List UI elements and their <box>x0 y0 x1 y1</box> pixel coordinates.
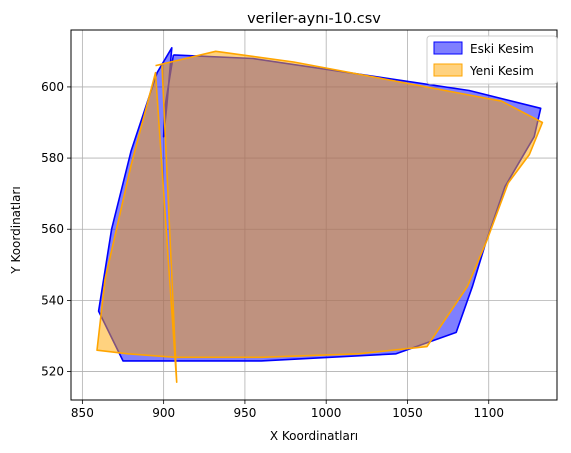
x-tick-label: 850 <box>71 406 94 420</box>
y-tick-label: 560 <box>41 222 64 236</box>
legend-swatch-yeni-kesim <box>433 63 463 77</box>
chart-title: veriler-aynı-10.csv <box>247 11 381 27</box>
x-tick-label: 1050 <box>392 406 423 420</box>
x-tick-label: 950 <box>233 406 256 420</box>
y-axis-label: Y Koordinatları <box>9 186 23 274</box>
x-tick-label: 1000 <box>311 406 342 420</box>
y-tick-label: 520 <box>41 365 64 379</box>
x-tick-label: 1100 <box>473 406 504 420</box>
plot-frame <box>70 29 558 401</box>
series-fill-yeni-kesim <box>97 51 543 383</box>
x-axis-label: X Koordinatları <box>270 429 358 443</box>
series-outline-yeni-kesim <box>96 50 544 384</box>
y-tick-label: 580 <box>41 151 64 165</box>
legend-swatch-eski-kesim <box>433 41 463 55</box>
x-tick-label: 900 <box>152 406 175 420</box>
legend-label-yeni-kesim: Yeni Kesim <box>469 64 534 78</box>
legend-label-eski-kesim: Eski Kesim <box>470 42 534 56</box>
axis-ticks: 850 900 950 1000 1050 1100 520 540 560 580 600 <box>41 80 504 420</box>
series-layer <box>96 46 544 384</box>
y-tick-label: 600 <box>41 80 64 94</box>
legend: Eski Kesim Yeni Kesim <box>426 35 558 85</box>
y-tick-label: 540 <box>41 293 64 307</box>
